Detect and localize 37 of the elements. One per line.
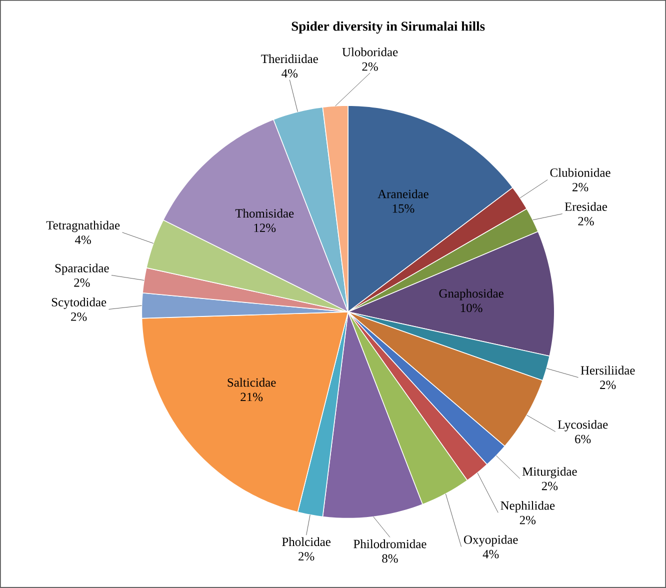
slice-label: Uloboridae	[342, 48, 398, 56]
slice-label: Eresidae	[564, 202, 608, 211]
data-label: 2%	[71, 312, 87, 322]
slice-label: Sparacidae	[55, 264, 109, 275]
slice-label: Tetragnathidae	[46, 220, 120, 232]
slice-label: Clubionidae	[550, 168, 610, 177]
slice-label: Miturgidae	[522, 467, 577, 478]
data-label: 6%	[575, 434, 591, 444]
data-label: 2%	[578, 217, 594, 226]
data-label: 15%	[392, 204, 414, 213]
data-label: 2%	[542, 482, 558, 490]
slice-label: Lycosidae	[558, 420, 608, 432]
data-label: 2%	[520, 516, 536, 524]
slice-label: Gnaphosidae	[439, 288, 504, 300]
data-label: 2%	[298, 552, 314, 561]
data-label: 2%	[572, 182, 588, 192]
slice-label: Thomisidae	[235, 208, 294, 218]
slice-label: Pholcidae	[282, 537, 330, 546]
data-label: 4%	[75, 236, 91, 244]
data-label: 2%	[600, 380, 616, 390]
data-label: 12%	[254, 224, 276, 232]
slice-label: Oxyopidae	[464, 535, 518, 546]
slice-label: Philodromidae	[354, 540, 426, 548]
data-label: 8%	[382, 554, 398, 563]
slice-label: Hersiliidae	[580, 366, 635, 375]
data-label: 21%	[240, 392, 263, 402]
slice-label: Salticidae	[228, 378, 276, 387]
data-label: 2%	[362, 62, 378, 71]
data-label: 4%	[482, 550, 499, 558]
slice-label: Araneidae	[378, 190, 428, 198]
slice-label: Theridiidae	[261, 54, 318, 64]
chart-title: Spider diversity in Sirumalai hills	[292, 21, 485, 34]
slice-label: Scytodidae	[52, 298, 106, 310]
data-label: 2%	[74, 278, 90, 287]
data-label: 10%	[460, 304, 482, 312]
data-label: 4%	[282, 69, 298, 78]
slice-label: Nephilidae	[500, 501, 555, 512]
